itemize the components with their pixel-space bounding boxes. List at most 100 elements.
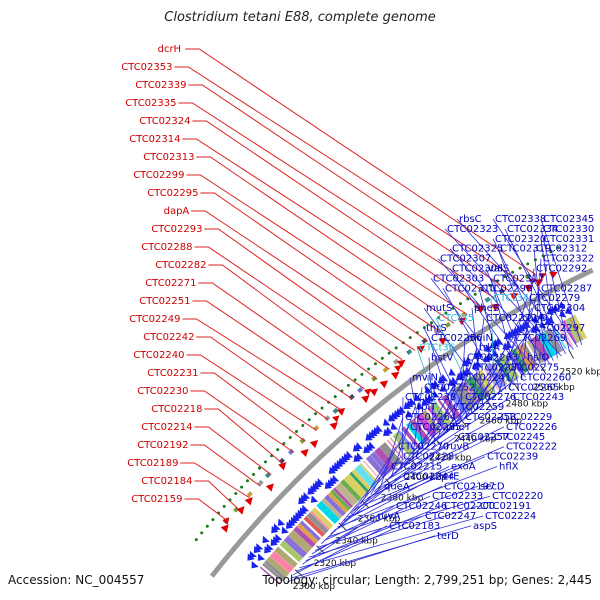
right-gene-label: CTC02260: [520, 372, 571, 383]
feature-band: [386, 439, 405, 461]
right-leader-line: [360, 446, 397, 505]
track-dot: [459, 302, 462, 306]
right-gene-label: CTC02287: [541, 283, 592, 294]
left-leader-line: [182, 138, 468, 316]
right-gene-label: CTC02275: [508, 363, 559, 374]
feature-band: [351, 469, 372, 491]
right-leader-line: [409, 377, 424, 450]
right-leader-line: [533, 258, 542, 373]
track-dot: [503, 275, 507, 279]
track-dot: [346, 383, 350, 387]
accession-text: Accession: NC_004557: [8, 573, 145, 587]
right-gene-label: CTC02220: [492, 491, 543, 502]
right-gene-label: valS: [488, 264, 509, 275]
right-gene-label: CTC02319: [500, 244, 551, 255]
right-leader-line: [471, 317, 485, 414]
right-gene-label: CTC02241: [460, 372, 511, 383]
forward-gene-arrow: [361, 395, 370, 404]
right-leader-line: [474, 317, 521, 411]
right-gene-label: mutS: [426, 303, 452, 314]
right-gene-label: CTC02276: [465, 392, 516, 403]
reverse-gene-arrow: [301, 504, 310, 513]
tick-mark: [540, 365, 547, 375]
track-dot: [380, 356, 384, 360]
right-gene-label: CTC02270: [398, 442, 449, 453]
feature-band: [310, 510, 331, 531]
tick-label: 2380 kbp: [381, 494, 424, 504]
left-leader-line: [196, 156, 455, 324]
left-gene-label: CTC02313: [143, 152, 194, 163]
right-gene-label: CTC02233: [432, 491, 483, 502]
right-leader-line: [343, 466, 450, 521]
feature-band: [259, 566, 281, 585]
track-dot: [353, 378, 357, 382]
feature-band: [392, 432, 414, 456]
forward-gene-arrow: [265, 483, 274, 492]
feature-band: [471, 373, 491, 398]
left-gene-label: CTC02159: [131, 494, 182, 505]
left-leader-line: [200, 372, 306, 442]
right-leader-line: [540, 238, 558, 359]
reverse-gene-arrow: [537, 312, 546, 320]
right-leader-line: [437, 357, 466, 439]
feature-band: [567, 316, 584, 342]
right-gene-label: CTC02226: [506, 422, 557, 433]
left-gene-label: CTC02249: [129, 314, 180, 325]
left-gene-label: CTC02282: [155, 260, 206, 271]
right-gene-label: CTC02306: [452, 264, 503, 275]
track-dot: [422, 326, 426, 330]
right-gene-label: queA: [384, 481, 410, 492]
track-dot: [205, 524, 209, 528]
left-gene-label: CTC02353: [121, 62, 172, 73]
reverse-gene-arrow: [257, 553, 266, 561]
track-dot: [222, 504, 226, 508]
reverse-gene-arrow: [316, 478, 325, 486]
feature-band: [296, 523, 319, 544]
feature-band: [321, 497, 343, 519]
right-gene-label: CTC02338: [495, 214, 546, 225]
right-leader-line: [497, 248, 542, 368]
forward-gene-arrow: [509, 293, 519, 301]
right-leader-line: [423, 327, 469, 416]
right-leader-line: [435, 317, 480, 408]
right-gene-label: ruvA: [377, 511, 400, 522]
right-leader-line: [305, 505, 443, 562]
reverse-gene-arrow: [310, 495, 319, 503]
track-dot: [246, 479, 249, 483]
right-gene-label: mviN: [412, 372, 438, 383]
right-leader-line: [415, 377, 459, 456]
right-gene-label: CTC02197: [444, 481, 495, 492]
left-leader-line: [200, 192, 429, 342]
right-gene-label: CTC02330: [543, 224, 594, 235]
reverse-gene-arrow: [249, 550, 257, 559]
right-gene-label: CTC02307: [440, 254, 491, 265]
right-gene-label: CTC02297: [534, 323, 585, 334]
feature-mark: [357, 386, 364, 394]
track-dot: [264, 460, 267, 464]
right-gene-label: bstV: [431, 353, 453, 364]
right-gene-label: CTC02303: [433, 273, 484, 284]
left-gene-label: CTC02230: [137, 386, 188, 397]
feature-band: [362, 460, 382, 481]
feature-band: [544, 328, 562, 354]
feature-mark: [257, 479, 264, 486]
track-dot: [360, 372, 364, 376]
left-gene-label: CTC02192: [137, 440, 188, 451]
track-dot: [367, 367, 371, 371]
feature-band: [330, 489, 351, 511]
track-dot: [211, 518, 215, 522]
right-leader-line: [293, 525, 388, 576]
reverse-gene-arrow: [450, 376, 458, 385]
feature-band: [389, 437, 408, 459]
feature-band: [531, 335, 551, 362]
reverse-gene-arrow: [523, 320, 531, 329]
left-leader-line: [194, 426, 272, 476]
feature-band: [340, 479, 362, 502]
right-gene-label: CTC02310: [445, 283, 496, 294]
right-leader-line: [299, 515, 484, 569]
tick-label: 2500 kbp: [532, 383, 575, 393]
forward-gene-arrow: [364, 388, 372, 396]
right-gene-label: CTC02265: [508, 382, 559, 393]
right-leader-line: [353, 446, 445, 512]
feature-band: [421, 409, 442, 434]
